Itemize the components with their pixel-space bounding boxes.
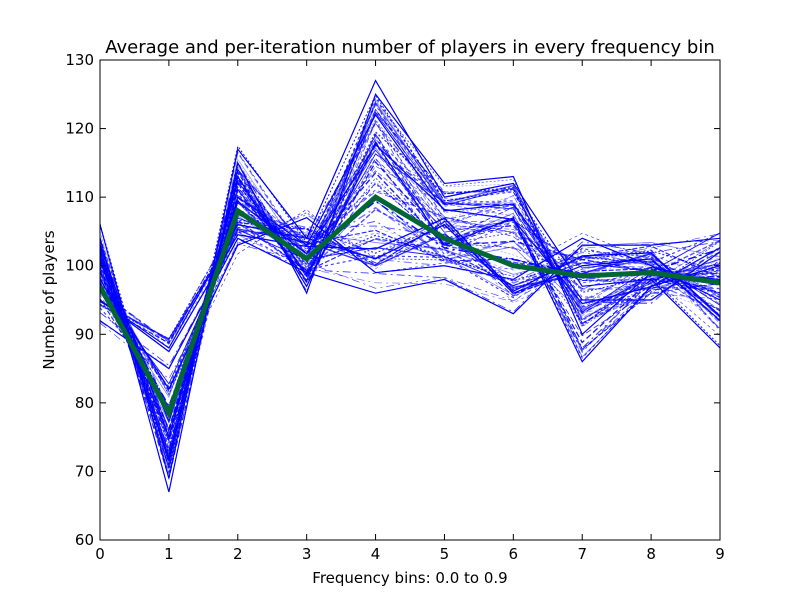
iteration-line — [100, 160, 720, 443]
y-tick-label: 110 — [65, 188, 94, 206]
y-tick-label: 60 — [75, 531, 94, 549]
iteration-line — [100, 104, 720, 466]
chart-title: Average and per-iteration number of play… — [105, 37, 715, 58]
x-tick-label: 9 — [715, 545, 725, 563]
iteration-line — [100, 217, 720, 416]
iteration-line — [100, 101, 720, 464]
iteration-line — [100, 191, 720, 443]
y-tick-label: 80 — [75, 394, 94, 412]
iteration-line — [100, 220, 720, 339]
y-tick-label: 120 — [65, 120, 94, 138]
iteration-line — [100, 214, 720, 411]
iteration-line — [100, 159, 720, 456]
x-tick-label: 2 — [233, 545, 243, 563]
x-tick-label: 5 — [440, 545, 450, 563]
x-tick-label: 1 — [164, 545, 174, 563]
iteration-line — [100, 216, 720, 344]
y-tick-label: 130 — [65, 51, 94, 69]
x-tick-label: 0 — [95, 545, 105, 563]
x-tick-label: 3 — [302, 545, 312, 563]
x-tick-label: 6 — [509, 545, 519, 563]
x-axis: 0 1 2 3 4 5 6 7 8 9 — [95, 60, 725, 563]
y-tick-label: 70 — [75, 462, 94, 480]
iteration-line — [100, 234, 720, 368]
iteration-line — [100, 94, 720, 466]
iteration-line — [100, 219, 720, 340]
y-axis: 60 70 80 90 100 110 120 130 — [65, 51, 720, 549]
iteration-line — [100, 153, 720, 439]
x-tick-label: 4 — [371, 545, 381, 563]
iteration-line — [100, 230, 720, 388]
iteration-line — [100, 238, 720, 367]
iteration-line — [100, 138, 720, 478]
iteration-line — [100, 228, 720, 341]
iteration-line — [100, 93, 720, 493]
x-axis-label: Frequency bins: 0.0 to 0.9 — [312, 569, 507, 587]
iteration-line — [100, 223, 720, 349]
average-line — [100, 194, 720, 420]
y-tick-label: 90 — [75, 325, 94, 343]
y-tick-label: 100 — [65, 257, 94, 275]
y-axis-label: Number of players — [40, 230, 58, 369]
iteration-line — [100, 109, 720, 481]
plot-area — [100, 79, 720, 493]
x-tick-label: 7 — [577, 545, 587, 563]
iteration-line — [100, 217, 720, 353]
x-tick-label: 8 — [646, 545, 656, 563]
plot-frame — [99, 59, 721, 541]
iteration-line — [100, 237, 720, 370]
iteration-line — [100, 165, 720, 455]
iteration-line — [100, 122, 720, 434]
iteration-line — [100, 177, 720, 446]
iteration-line — [100, 101, 720, 456]
